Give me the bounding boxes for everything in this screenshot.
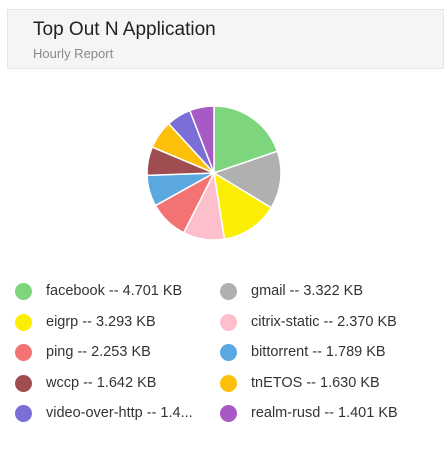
legend-swatch (15, 313, 32, 331)
legend-item-ping[interactable]: ping -- 2.253 KB (15, 342, 215, 364)
legend-label: realm-rusd -- 1.401 KB (251, 405, 398, 421)
legend-label: bittorrent -- 1.789 KB (251, 344, 386, 360)
legend-label: eigrp -- 3.293 KB (46, 313, 156, 330)
legend-item-realm-rusd[interactable]: realm-rusd -- 1.401 KB (220, 403, 420, 425)
legend-swatch (15, 283, 32, 300)
legend-item-wccp[interactable]: wccp -- 1.642 KB (15, 373, 215, 395)
legend-item-facebook[interactable]: facebook -- 4.701 KB (15, 281, 215, 303)
legend-item-video-over-http[interactable]: video-over-http -- 1.4... (15, 403, 215, 425)
legend-swatch (15, 344, 32, 361)
pie-slice-realm-rusd[interactable] (188, 105, 215, 174)
legend-swatch (220, 344, 237, 361)
legend-label: wccp -- 1.642 KB (46, 374, 157, 391)
legend-swatch (220, 405, 237, 422)
page-title: Top Out N Application (33, 19, 216, 40)
legend-swatch (220, 313, 237, 331)
page-subtitle: Hourly Report (33, 46, 114, 61)
legend-label: video-over-http -- 1.4... (46, 405, 193, 421)
pie-slice-eigrp[interactable] (213, 171, 273, 241)
legend-item-eigrp[interactable]: eigrp -- 3.293 KB (15, 312, 215, 334)
legend-item-tnETOS[interactable]: tnETOS -- 1.630 KB (220, 373, 420, 395)
legend-swatch (15, 405, 32, 422)
pie-slice-gmail[interactable] (212, 150, 282, 209)
legend-swatch (220, 283, 237, 300)
legend-item-gmail[interactable]: gmail -- 3.322 KB (220, 281, 420, 303)
legend-item-bittorrent[interactable]: bittorrent -- 1.789 KB (220, 342, 420, 364)
legend-label: citrix-static -- 2.370 KB (251, 313, 397, 330)
legend-label: ping -- 2.253 KB (46, 344, 151, 360)
legend-swatch (220, 374, 237, 392)
legend-swatch (15, 374, 32, 392)
report-header: Top Out N Application Hourly Report (7, 9, 444, 69)
legend-label: facebook -- 4.701 KB (46, 283, 183, 299)
pie-slices (146, 105, 282, 241)
legend-item-citrix-static[interactable]: citrix-static -- 2.370 KB (220, 312, 420, 334)
legend-label: gmail -- 3.322 KB (251, 283, 364, 299)
legend-label: tnETOS -- 1.630 KB (251, 374, 380, 391)
